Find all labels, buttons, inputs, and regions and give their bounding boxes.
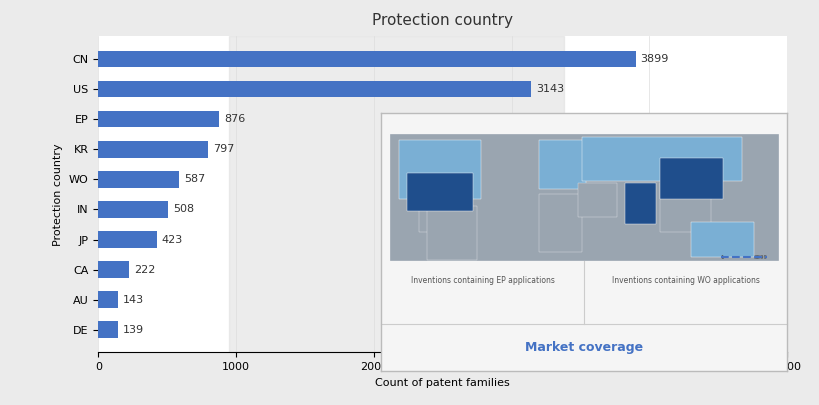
FancyBboxPatch shape [624, 183, 655, 224]
FancyBboxPatch shape [577, 183, 617, 217]
Title: Protection country: Protection country [372, 13, 513, 28]
Text: Market coverage: Market coverage [524, 341, 643, 354]
Bar [98, 171, 179, 188]
Text: 222: 222 [133, 264, 155, 275]
Bar [98, 141, 208, 158]
Text: 3899: 3899 [640, 54, 668, 64]
Bar [486, 232, 495, 246]
Bar [98, 51, 635, 67]
Text: 797: 797 [213, 144, 234, 154]
Text: Inventions containing EP applications: Inventions containing EP applications [410, 276, 554, 285]
Text: + 876: + 876 [410, 227, 473, 246]
FancyBboxPatch shape [389, 134, 778, 261]
Text: 1: 1 [720, 255, 723, 260]
Bar [98, 111, 219, 128]
Text: 143: 143 [123, 295, 144, 305]
FancyBboxPatch shape [539, 140, 586, 188]
Bar [98, 322, 117, 338]
Bar [689, 232, 697, 246]
Text: 3899: 3899 [753, 255, 767, 260]
FancyBboxPatch shape [419, 209, 453, 232]
Text: 3143: 3143 [536, 84, 563, 94]
FancyBboxPatch shape [539, 194, 581, 252]
Bar [98, 291, 118, 308]
Text: Inventions containing WO applications: Inventions containing WO applications [611, 276, 758, 285]
Y-axis label: Protection country: Protection country [53, 143, 63, 246]
FancyBboxPatch shape [426, 207, 477, 260]
Text: 508: 508 [173, 205, 194, 214]
FancyBboxPatch shape [399, 140, 481, 199]
FancyBboxPatch shape [406, 173, 473, 211]
FancyBboxPatch shape [659, 158, 722, 199]
FancyBboxPatch shape [659, 183, 710, 232]
Bar [98, 231, 156, 248]
Text: 423: 423 [161, 234, 183, 245]
X-axis label: Count of patent families: Count of patent families [375, 377, 509, 388]
Text: 139: 139 [122, 325, 143, 335]
Bar [98, 201, 168, 218]
FancyBboxPatch shape [690, 222, 753, 258]
FancyBboxPatch shape [581, 137, 741, 181]
Text: + 587: + 587 [613, 227, 676, 246]
Text: 876: 876 [224, 114, 245, 124]
Bar [98, 261, 129, 278]
Text: 587: 587 [183, 175, 205, 184]
Bar [98, 81, 531, 98]
Bar [229, 36, 563, 352]
